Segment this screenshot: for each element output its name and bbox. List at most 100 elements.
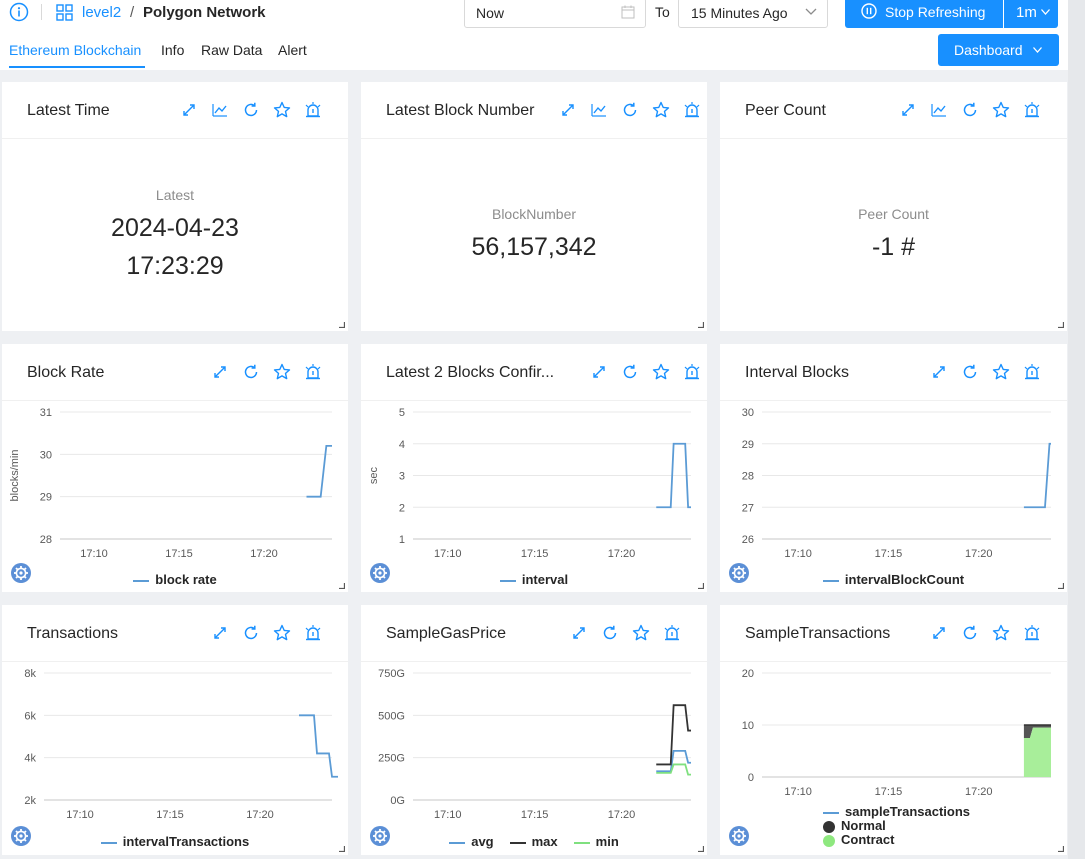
alarm-icon[interactable] — [304, 363, 322, 381]
stop-refreshing-button[interactable]: Stop Refreshing — [845, 0, 1003, 28]
time-from-input[interactable]: Now — [464, 0, 646, 28]
dashboard-dropdown-button[interactable]: Dashboard — [938, 34, 1059, 66]
legend-item[interactable]: avg — [449, 834, 494, 849]
alarm-icon[interactable] — [304, 624, 322, 642]
line-chart-icon[interactable] — [930, 101, 948, 119]
x-tick-label: 17:10 — [784, 548, 812, 560]
resize-handle-icon[interactable] — [1058, 846, 1064, 852]
star-icon[interactable] — [273, 624, 291, 642]
star-icon[interactable] — [652, 363, 670, 381]
chart-legend: interval — [361, 572, 707, 587]
info-icon[interactable] — [9, 2, 29, 22]
resize-handle-icon[interactable] — [698, 583, 704, 589]
x-tick-label: 17:10 — [66, 809, 94, 821]
time-range-select[interactable]: 15 Minutes Ago — [678, 0, 828, 28]
star-icon[interactable] — [632, 624, 650, 642]
y-tick-label: 6k — [24, 710, 36, 722]
resize-handle-icon[interactable] — [339, 322, 345, 328]
resize-handle-icon[interactable] — [1058, 583, 1064, 589]
expand-icon[interactable] — [899, 101, 917, 119]
expand-icon[interactable] — [180, 101, 198, 119]
x-tick-label: 17:10 — [784, 786, 812, 798]
breadcrumb-level[interactable]: level2 — [82, 4, 122, 21]
settings-gear-icon[interactable] — [370, 826, 390, 846]
settings-gear-icon[interactable] — [11, 563, 31, 583]
refresh-icon[interactable] — [242, 363, 260, 381]
resize-handle-icon[interactable] — [1058, 322, 1064, 328]
time-from-value: Now — [476, 5, 505, 21]
legend-item[interactable]: max — [509, 834, 558, 849]
alarm-icon[interactable] — [1023, 363, 1041, 381]
y-tick-label: 1 — [399, 534, 405, 546]
alarm-icon[interactable] — [663, 624, 681, 642]
expand-icon[interactable] — [930, 624, 948, 642]
expand-icon[interactable] — [559, 101, 577, 119]
chevron-down-icon — [1041, 9, 1050, 15]
expand-icon[interactable] — [930, 363, 948, 381]
expand-icon[interactable] — [211, 363, 229, 381]
settings-gear-icon[interactable] — [729, 563, 749, 583]
top-bar: level2 / Polygon Network Now To 15 Minut… — [0, 0, 1068, 70]
resize-handle-icon[interactable] — [698, 846, 704, 852]
settings-gear-icon[interactable] — [729, 826, 749, 846]
settings-gear-icon[interactable] — [370, 563, 390, 583]
refresh-icon[interactable] — [242, 101, 260, 119]
legend-item[interactable]: interval — [499, 572, 568, 587]
alarm-icon[interactable] — [304, 101, 322, 119]
expand-icon[interactable] — [570, 624, 588, 642]
legend-swatch — [499, 579, 516, 582]
alarm-icon[interactable] — [683, 101, 701, 119]
refresh-icon[interactable] — [961, 624, 979, 642]
legend-label: intervalBlockCount — [844, 572, 965, 587]
refresh-icon[interactable] — [242, 624, 260, 642]
legend-item[interactable]: sampleTransactions — [720, 805, 1067, 819]
tab-alert[interactable]: Alert — [278, 42, 307, 58]
legend-item[interactable]: Normal — [720, 819, 1067, 833]
star-icon[interactable] — [992, 624, 1010, 642]
alarm-icon[interactable] — [1023, 624, 1041, 642]
y-tick-label: 2k — [24, 795, 36, 807]
legend-item[interactable]: intervalBlockCount — [822, 572, 965, 587]
resize-handle-icon[interactable] — [339, 583, 345, 589]
x-tick-label: 17:15 — [156, 809, 184, 821]
legend-swatch — [823, 834, 835, 847]
alarm-icon[interactable] — [1023, 101, 1041, 119]
refresh-icon[interactable] — [621, 101, 639, 119]
legend-swatch — [823, 820, 835, 833]
star-icon[interactable] — [992, 101, 1010, 119]
line-chart-icon[interactable] — [211, 101, 229, 119]
refresh-icon[interactable] — [621, 363, 639, 381]
refresh-icon[interactable] — [601, 624, 619, 642]
legend-item[interactable]: intervalTransactions — [100, 834, 250, 849]
legend-item[interactable]: min — [573, 834, 619, 849]
scrollbar-track[interactable] — [1068, 0, 1085, 859]
settings-gear-icon[interactable] — [11, 826, 31, 846]
expand-icon[interactable] — [590, 363, 608, 381]
refresh-icon[interactable] — [961, 363, 979, 381]
divider — [41, 4, 42, 20]
refresh-interval-dropdown[interactable]: 1m — [1004, 0, 1058, 28]
resize-handle-icon[interactable] — [339, 846, 345, 852]
star-icon[interactable] — [273, 363, 291, 381]
expand-icon[interactable] — [211, 624, 229, 642]
resize-handle-icon[interactable] — [698, 322, 704, 328]
y-tick-label: 28 — [40, 534, 52, 546]
alarm-icon[interactable] — [683, 363, 701, 381]
legend-label: sampleTransactions — [845, 804, 970, 819]
panel-header-divider — [2, 138, 348, 139]
dashboard-label: Dashboard — [954, 42, 1023, 58]
stat-value: -1 # — [871, 233, 916, 261]
legend-item[interactable]: block rate — [133, 572, 217, 587]
star-icon[interactable] — [992, 363, 1010, 381]
star-icon[interactable] — [273, 101, 291, 119]
line-chart-icon[interactable] — [590, 101, 608, 119]
refresh-icon[interactable] — [961, 101, 979, 119]
tab-info[interactable]: Info — [161, 42, 185, 58]
star-icon[interactable] — [652, 101, 670, 119]
tab-raw-data[interactable]: Raw Data — [201, 42, 263, 58]
legend-swatch — [822, 579, 839, 582]
tab-ethereum-blockchain[interactable]: Ethereum Blockchain — [9, 42, 142, 58]
y-tick-label: 750G — [378, 668, 405, 680]
legend-item[interactable]: Contract — [720, 833, 1067, 847]
legend-label: intervalTransactions — [122, 834, 250, 849]
